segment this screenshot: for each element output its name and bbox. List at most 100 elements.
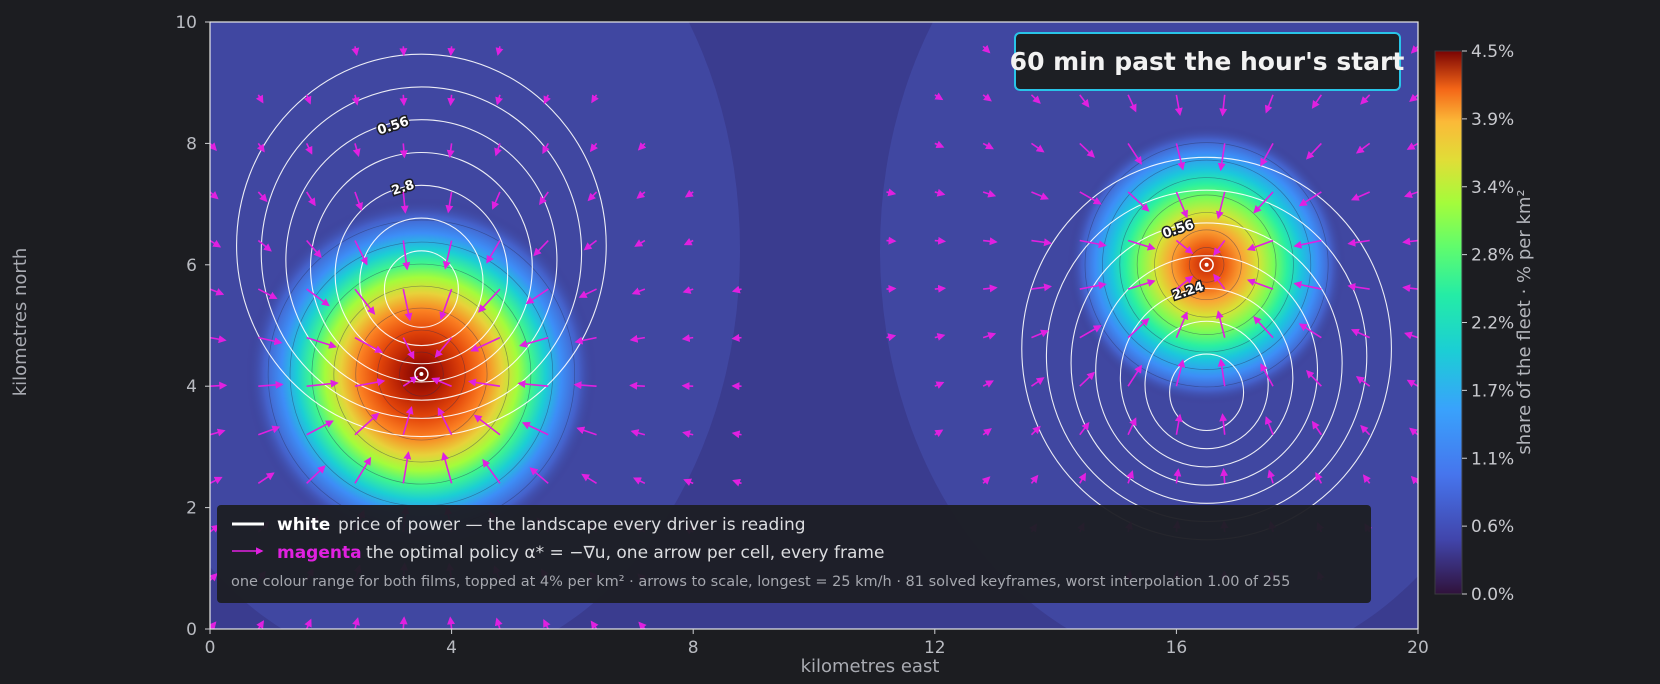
policy-arrow bbox=[1219, 413, 1228, 435]
policy-arrow bbox=[886, 188, 897, 197]
policy-arrow bbox=[1175, 191, 1189, 219]
policy-arrow bbox=[539, 191, 549, 206]
policy-arrow bbox=[982, 93, 992, 102]
policy-arrow bbox=[576, 426, 597, 436]
policy-arrow bbox=[587, 191, 598, 202]
policy-arrow bbox=[1213, 240, 1226, 256]
policy-arrow bbox=[886, 284, 897, 293]
policy-arrow bbox=[590, 620, 599, 629]
policy-arrow bbox=[1217, 358, 1226, 387]
policy-arrow bbox=[257, 239, 272, 252]
legend-note: one colour range for both films, topped … bbox=[231, 574, 1290, 590]
policy-arrow bbox=[1409, 93, 1418, 102]
policy-arrow bbox=[1175, 359, 1186, 387]
density-contour bbox=[399, 351, 444, 397]
policy-arrow bbox=[934, 140, 945, 149]
policy-arrow bbox=[351, 94, 360, 106]
title-box bbox=[1014, 32, 1401, 91]
policy-arrow bbox=[583, 239, 598, 251]
price-contour bbox=[1144, 320, 1269, 450]
x-axis: 0 4 8 12 16 20 bbox=[205, 629, 1429, 658]
policy-arrow bbox=[210, 239, 222, 248]
policy-arrow bbox=[256, 620, 265, 629]
policy-arrow bbox=[578, 288, 597, 298]
policy-arrow bbox=[525, 288, 549, 305]
colorbar bbox=[1434, 50, 1463, 595]
policy-arrow bbox=[399, 94, 408, 107]
policy-arrow bbox=[255, 94, 264, 104]
policy-arrow bbox=[431, 377, 452, 387]
price-contour bbox=[285, 119, 558, 401]
density-contour bbox=[1102, 159, 1312, 370]
policy-arrow bbox=[354, 240, 368, 266]
policy-arrow bbox=[1264, 416, 1274, 436]
policy-arrow bbox=[1215, 191, 1226, 220]
policy-arrow bbox=[402, 240, 411, 271]
policy-arrow bbox=[1127, 94, 1137, 113]
policy-arrow bbox=[533, 239, 549, 257]
price-contour bbox=[1095, 255, 1319, 486]
y-tick-label: 4 bbox=[186, 377, 197, 397]
policy-arrow bbox=[518, 336, 549, 348]
policy-arrow bbox=[1031, 283, 1053, 292]
policy-arrow bbox=[731, 333, 742, 342]
policy-arrow bbox=[1315, 471, 1323, 484]
policy-arrow bbox=[1311, 420, 1323, 436]
policy-arrow bbox=[1127, 417, 1137, 436]
policy-arrow bbox=[1350, 191, 1371, 201]
policy-arrow bbox=[1078, 472, 1087, 484]
policy-arrow bbox=[210, 335, 227, 344]
policy-arrow bbox=[1079, 142, 1095, 158]
policy-arrow bbox=[982, 428, 992, 437]
policy-arrow bbox=[731, 285, 742, 294]
policy-arrow bbox=[399, 616, 408, 629]
policy-arrow bbox=[682, 430, 694, 438]
x-tick-label: 4 bbox=[446, 638, 457, 658]
colorbar-tick-label: 4.5% bbox=[1471, 42, 1514, 62]
policy-arrow bbox=[477, 288, 501, 313]
policy-arrow bbox=[1402, 284, 1418, 293]
colorbar-tick-label: 1.7% bbox=[1471, 381, 1514, 401]
policy-arrow bbox=[303, 94, 312, 105]
policy-arrow bbox=[574, 336, 597, 345]
policy-arrow bbox=[1360, 424, 1371, 436]
policy-arrow bbox=[681, 334, 694, 343]
policy-arrow bbox=[543, 94, 551, 105]
policy-arrow bbox=[1311, 94, 1323, 109]
policy-arrow bbox=[1079, 191, 1102, 205]
policy-arrow bbox=[629, 334, 646, 343]
density-contour bbox=[1188, 246, 1225, 283]
policy-arrow bbox=[1306, 142, 1322, 160]
policy-arrow bbox=[400, 191, 409, 214]
policy-arrow bbox=[934, 284, 947, 293]
peak-marker-layer bbox=[414, 257, 1214, 382]
policy-arrow bbox=[589, 142, 598, 153]
colorbar-tick-label: 3.9% bbox=[1471, 110, 1514, 130]
policy-arrow bbox=[1406, 379, 1418, 388]
policy-arrow bbox=[1215, 310, 1226, 338]
policy-arrow bbox=[1174, 94, 1183, 117]
price-contour bbox=[309, 151, 533, 383]
legend-name-white: white bbox=[277, 515, 330, 535]
policy-arrow bbox=[983, 237, 998, 246]
policy-arrow bbox=[981, 44, 991, 54]
policy-arrow bbox=[470, 336, 501, 352]
policy-arrow bbox=[934, 429, 944, 438]
policy-arrow bbox=[983, 284, 998, 293]
policy-arrow bbox=[210, 476, 223, 485]
policy-arrow bbox=[399, 143, 408, 159]
policy-arrow bbox=[1127, 142, 1143, 165]
policy-arrow bbox=[1030, 474, 1039, 484]
plot-layers: 0.562.80.562.24 bbox=[210, 22, 1418, 629]
policy-arrow bbox=[517, 380, 549, 389]
policy-arrow bbox=[258, 380, 284, 389]
policy-arrow bbox=[258, 425, 281, 436]
policy-arrow bbox=[1264, 94, 1274, 114]
density-contour bbox=[1171, 229, 1242, 301]
policy-arrow bbox=[886, 333, 897, 342]
y-axis: 0 2 4 6 8 10 bbox=[175, 13, 210, 640]
policy-arrow bbox=[495, 94, 503, 106]
policy-arrow bbox=[1079, 239, 1107, 249]
policy-arrow bbox=[1079, 325, 1102, 339]
policy-arrow bbox=[1298, 323, 1322, 339]
